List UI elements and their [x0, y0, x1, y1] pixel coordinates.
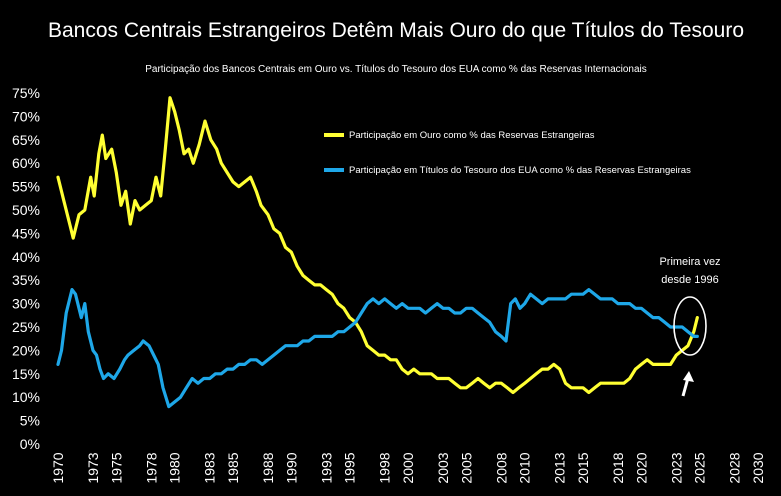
y-tick-label: 10%	[12, 389, 40, 405]
annotation-line-1: Primeira vez	[659, 256, 720, 268]
y-tick-label: 0%	[20, 436, 40, 452]
x-tick-label: 2030	[750, 452, 766, 483]
x-tick-label: 2008	[493, 452, 509, 483]
y-tick-label: 70%	[12, 108, 40, 124]
chart-subtitle: Participação dos Bancos Centrais em Ouro…	[145, 64, 647, 75]
gold-share-line	[56, 96, 699, 395]
annotation-circle	[673, 296, 707, 356]
x-tick-label: 1975	[108, 452, 124, 483]
treasury-share-line	[56, 288, 699, 409]
y-tick-label: 30%	[12, 296, 40, 312]
x-tick-label: 2005	[458, 452, 474, 483]
y-tick-label: 60%	[12, 155, 40, 171]
x-tick-label: 2028	[727, 452, 743, 483]
x-tick-label: 1993	[318, 452, 334, 483]
chart-title: Bancos Centrais Estrangeiros Detêm Mais …	[48, 19, 744, 42]
x-tick-label: 1988	[260, 452, 276, 483]
x-tick-label: 2003	[435, 452, 451, 483]
x-tick-label: 1995	[342, 452, 358, 483]
legend: Participação em Ouro como % das Reservas…	[324, 130, 691, 176]
x-axis-ticks: 1970 1973 1975 1978 1980 1983 1985 1988 1990 1993…	[50, 452, 766, 483]
y-tick-label: 55%	[12, 179, 40, 195]
x-tick-label: 2015	[575, 452, 591, 483]
y-axis-ticks: 0% 5% 10% 15% 20% 25% 30% 35% 40% 45% 50% 55% 60% 65%…	[12, 85, 40, 452]
y-tick-label: 15%	[12, 366, 40, 382]
x-tick-label: 2020	[633, 452, 649, 483]
legend-gold-label: Participação em Ouro como % das Reservas…	[349, 130, 595, 141]
y-tick-label: 65%	[12, 132, 40, 148]
y-tick-label: 50%	[12, 202, 40, 218]
x-tick-label: 1998	[377, 452, 393, 483]
legend-treasury-label: Participação em Títulos do Tesouro dos E…	[349, 165, 691, 176]
x-tick-label: 2023	[668, 452, 684, 483]
x-tick-label: 1973	[85, 452, 101, 483]
x-tick-label: 2013	[552, 452, 568, 483]
y-tick-label: 45%	[12, 225, 40, 241]
x-tick-label: 2025	[692, 452, 708, 483]
x-tick-label: 2010	[517, 452, 533, 483]
x-tick-label: 1985	[225, 452, 241, 483]
y-tick-label: 40%	[12, 249, 40, 265]
x-tick-label: 1978	[143, 452, 159, 483]
annotation-arrow-shaft	[681, 377, 690, 397]
x-tick-label: 1983	[202, 452, 218, 483]
annotation-first-time: Primeira vez desde 1996	[659, 256, 721, 397]
y-tick-label: 5%	[20, 413, 40, 429]
annotation-arrow-head	[683, 371, 694, 382]
y-tick-label: 35%	[12, 272, 40, 288]
y-tick-label: 25%	[12, 319, 40, 335]
annotation-line-2: desde 1996	[661, 274, 719, 286]
x-tick-label: 2000	[400, 452, 416, 483]
y-tick-label: 20%	[12, 342, 40, 358]
x-tick-label: 2018	[610, 452, 626, 483]
x-tick-label: 1970	[50, 452, 66, 483]
x-tick-label: 1980	[167, 452, 183, 483]
y-tick-label: 75%	[12, 85, 40, 101]
series-lines	[56, 96, 699, 409]
x-tick-label: 1990	[283, 452, 299, 483]
